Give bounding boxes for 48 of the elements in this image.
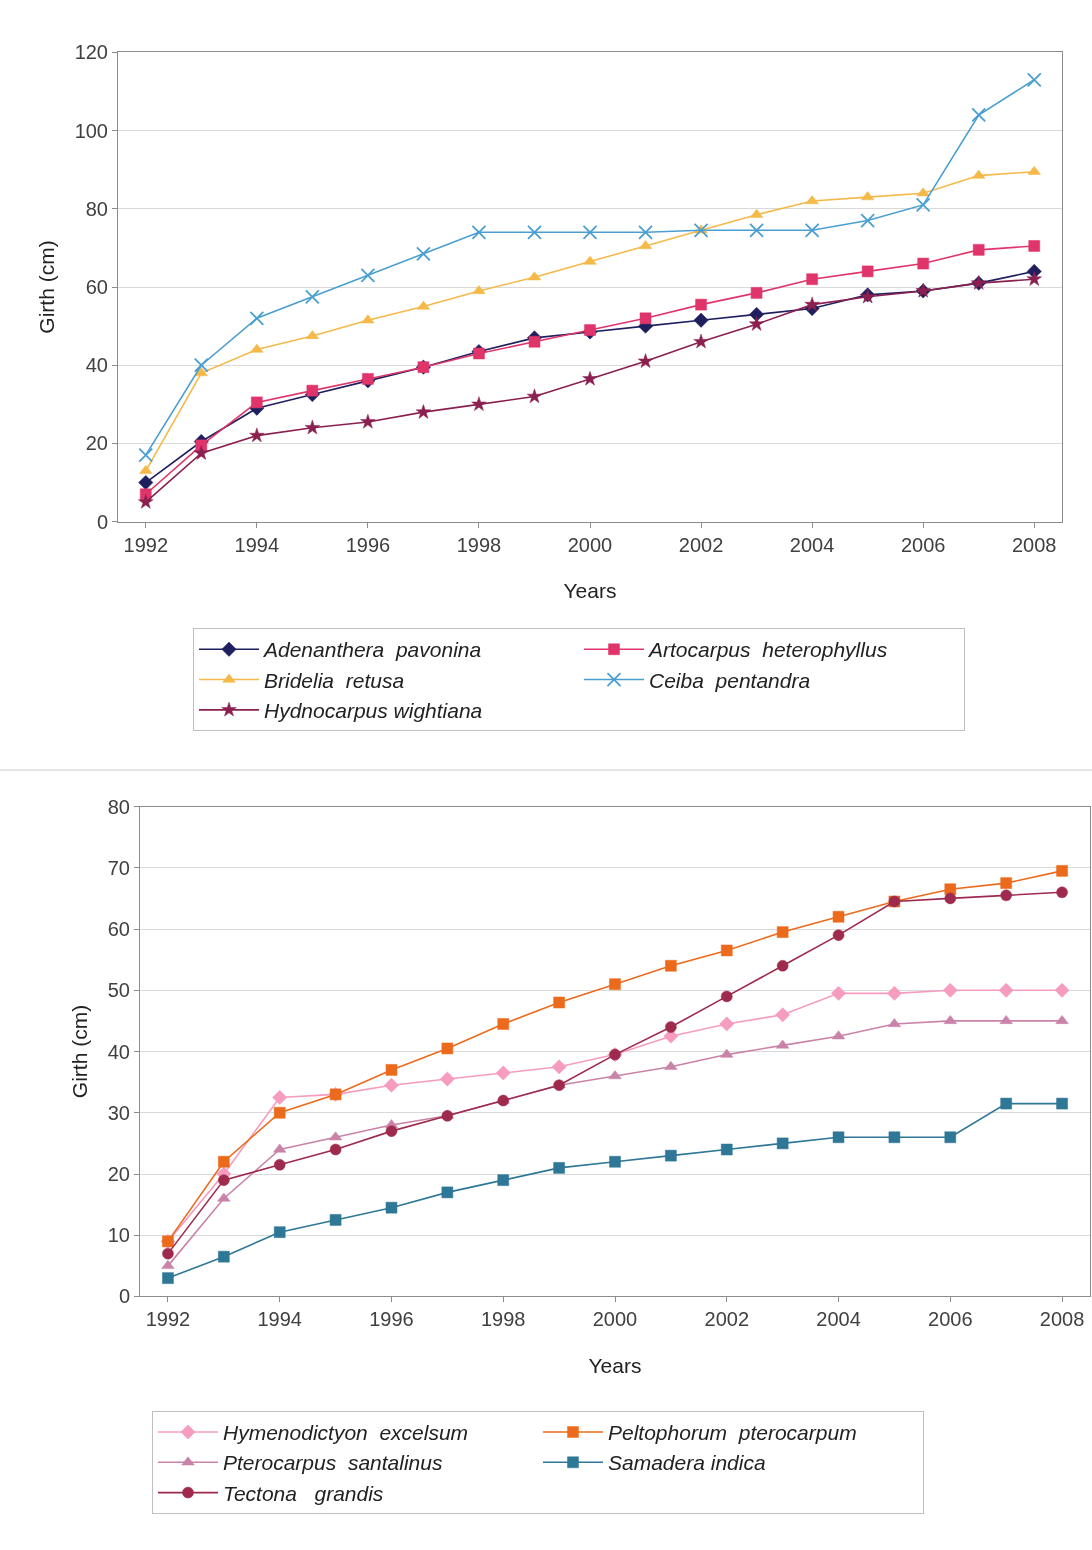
legend-label: Bridelia retusa (264, 668, 405, 692)
y-tick-label: 10 (107, 1224, 130, 1247)
x-tick-label: 1998 (456, 533, 502, 556)
y-tick-label: 60 (107, 918, 130, 941)
x-tick-label: 1994 (257, 1308, 302, 1331)
y-tick-label: 80 (107, 795, 130, 818)
x-tick-label: 1996 (345, 533, 391, 556)
y-tick-label: 40 (107, 1040, 130, 1063)
legend-label: Hydnocarpus wightiana (264, 699, 483, 723)
y-tick-label: 40 (85, 354, 108, 377)
x-tick-label: 2006 (900, 533, 946, 556)
y-axis-title: Girth (cm) (34, 240, 58, 334)
legend-label: Ceiba pentandra (649, 668, 811, 692)
y-tick-label: 100 (74, 119, 108, 142)
x-tick-label: 1992 (123, 533, 169, 556)
x-tick-label: 2004 (789, 533, 835, 556)
y-tick-label: 60 (85, 276, 108, 299)
y-tick-label: 30 (107, 1101, 130, 1124)
x-tick-label: 2008 (1039, 1308, 1085, 1331)
y-tick-label: 50 (107, 979, 130, 1002)
y-tick-label: 0 (96, 510, 108, 533)
y-tick-label: 20 (107, 1163, 130, 1186)
y-axis-title: Girth (cm) (67, 1004, 91, 1099)
y-tick-label: 70 (107, 856, 130, 879)
y-tick-label: 80 (85, 197, 108, 220)
x-tick-label: 1996 (369, 1308, 414, 1331)
legend-label: Pterocarpus santalinus (223, 1451, 443, 1475)
x-tick-label: 2008 (1011, 533, 1057, 556)
x-tick-label: 1994 (234, 533, 280, 556)
legend-label: Adenanthera pavonina (262, 638, 482, 662)
x-tick-label: 2006 (928, 1308, 973, 1331)
x-tick-label: 2000 (592, 1308, 638, 1331)
y-tick-label: 0 (118, 1285, 130, 1308)
legend-label: Peltophorum pterocarpum (608, 1421, 857, 1445)
legend-label: Tectona grandis (223, 1481, 384, 1505)
x-axis-title: Years (588, 1353, 642, 1377)
legend-label: Artocarpus heterophyllus (647, 638, 888, 662)
x-tick-label: 2002 (678, 533, 724, 556)
x-tick-label: 1992 (145, 1308, 191, 1331)
legend-label: Samadera indica (608, 1451, 766, 1475)
x-tick-label: 2002 (704, 1308, 750, 1331)
y-tick-label: 120 (74, 41, 108, 64)
x-tick-label: 2000 (567, 533, 613, 556)
x-tick-label: 1998 (480, 1308, 526, 1331)
x-axis-title: Years (563, 578, 617, 602)
legend-label: Hymenodictyon excelsum (223, 1421, 469, 1445)
y-tick-label: 20 (85, 432, 108, 455)
x-tick-label: 2004 (816, 1308, 861, 1331)
